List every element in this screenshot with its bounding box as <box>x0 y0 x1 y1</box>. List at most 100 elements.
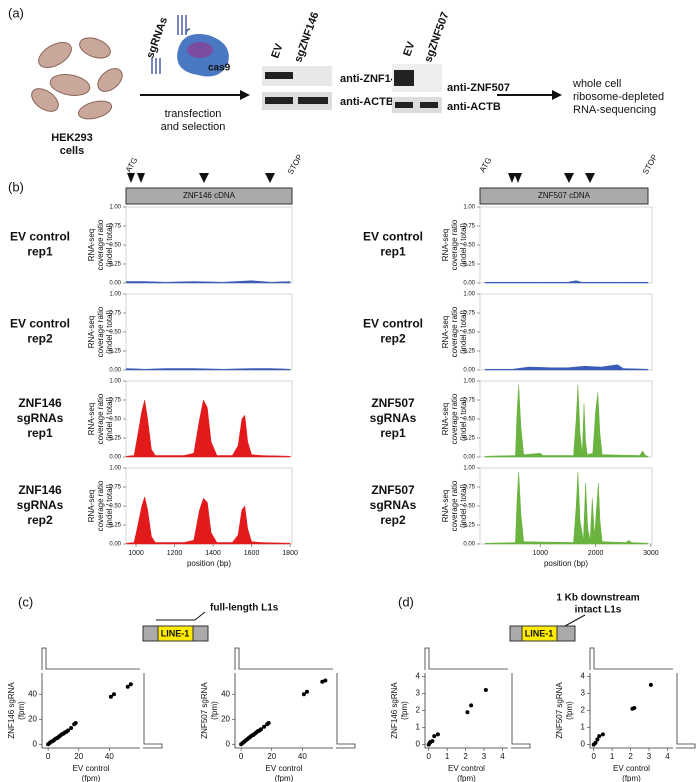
x-axis-label: position (bp) <box>187 559 231 568</box>
row-label: ZNF507 <box>371 483 415 497</box>
y-tick-label: 0 <box>226 739 231 748</box>
y-tick-label: 1 <box>416 723 421 732</box>
y-tick-label: 1.00 <box>109 292 121 298</box>
point <box>323 678 328 683</box>
y-tick-label: 0.75 <box>109 485 121 491</box>
y-tick-label: 0.25 <box>463 436 475 442</box>
x-axis-label: EV control <box>266 764 303 773</box>
plot-frame <box>125 206 293 284</box>
y-tick-label: 0.00 <box>109 455 121 461</box>
x-tick-label: 0 <box>591 752 596 761</box>
step-label: transfection <box>165 108 222 120</box>
x-tick-label: 20 <box>267 752 276 761</box>
y-axis-label: coverage ratio <box>450 393 459 444</box>
y-axis-label: coverage ratio <box>96 393 105 444</box>
sgrna-label: sgRNAs <box>144 16 170 60</box>
y-tick-label: 0.25 <box>109 262 121 268</box>
point <box>320 679 325 684</box>
row-label: ZNF146 <box>18 396 62 410</box>
y-tick-label: 1.00 <box>109 379 121 385</box>
gene-diagram <box>125 173 649 205</box>
y-axis-label: RNA-seq <box>441 490 450 522</box>
antibody-label: anti-ACTB <box>447 101 501 113</box>
point <box>66 728 71 733</box>
step-label: and selection <box>161 121 226 133</box>
y-tick-label: 3 <box>416 689 421 698</box>
marginal-top <box>589 647 673 670</box>
y-tick-label: 0.75 <box>463 224 475 230</box>
y-axis-label: (indel / total) <box>105 397 114 441</box>
y-tick-label: 1 <box>581 723 586 732</box>
element-label: LINE-1 <box>161 628 190 638</box>
annotation: 1 Kb downstream <box>556 593 639 604</box>
y-axis-label: ZNF146 sgRNA <box>390 682 399 739</box>
y-axis-label: ZNF146 sgRNA <box>7 682 16 739</box>
row-label: EV control <box>10 230 70 244</box>
y-tick-label: 0.50 <box>463 243 475 249</box>
element-label: LINE-1 <box>525 628 554 638</box>
plot-frame <box>479 380 653 458</box>
coverage-area <box>484 280 649 284</box>
y-tick-label: 0.00 <box>109 542 121 548</box>
y-tick-label: 1.00 <box>109 205 121 211</box>
point <box>111 692 116 697</box>
y-axis-label: (indel / total) <box>459 397 468 441</box>
y-tick-label: 0.50 <box>463 417 475 423</box>
marginal-right <box>676 673 696 749</box>
y-tick-label: 0 <box>33 739 38 748</box>
x-axis-label: position (bp) <box>544 559 588 568</box>
x-axis-label: EV control <box>613 764 650 773</box>
point <box>648 682 653 687</box>
blot <box>392 64 442 113</box>
row-label: ZNF146 <box>18 483 62 497</box>
y-tick-label: 0.00 <box>463 455 475 461</box>
row-label: rep1 <box>27 426 53 440</box>
x-axis-label: EV control <box>448 764 485 773</box>
x-axis-label: EV control <box>73 764 110 773</box>
y-axis-label: coverage ratio <box>96 219 105 270</box>
y-axis-label: coverage ratio <box>96 480 105 531</box>
antibody-label: anti-ACTB <box>340 96 394 108</box>
x-tick-label: 1400 <box>205 550 221 557</box>
row-label: rep1 <box>27 245 53 259</box>
y-axis-label: (indel / total) <box>459 310 468 354</box>
gene-start: ATG <box>124 156 140 174</box>
point <box>304 689 309 694</box>
panel-label: (a) <box>8 5 24 20</box>
marginal-top <box>424 647 508 670</box>
x-tick-label: 4 <box>500 752 505 761</box>
x-tick-label: 1000 <box>128 550 144 557</box>
panel-label: (c) <box>18 594 33 609</box>
axes <box>234 673 333 749</box>
row-label: rep2 <box>27 513 53 527</box>
x-axis-label: (fpm) <box>622 774 641 782</box>
coverage-area <box>126 280 291 284</box>
x-tick-label: 3 <box>482 752 487 761</box>
x-tick-label: 0 <box>46 752 51 761</box>
arrow <box>140 90 250 100</box>
point <box>125 684 130 689</box>
line1-diagram <box>142 611 209 642</box>
y-axis-label: (indel / total) <box>459 484 468 528</box>
y-tick-label: 0 <box>581 740 586 749</box>
y-tick-label: 0.25 <box>109 349 121 355</box>
arrow <box>497 90 562 100</box>
coverage-area <box>484 364 649 371</box>
row-label: EV control <box>363 230 423 244</box>
y-axis-label: (indel / total) <box>105 310 114 354</box>
point <box>435 732 440 737</box>
x-axis-label: (fpm) <box>457 774 476 782</box>
point <box>73 721 78 725</box>
coverage-area <box>126 495 291 545</box>
y-tick-label: 0.50 <box>109 330 121 336</box>
y-axis-label: RNA-seq <box>441 403 450 435</box>
point <box>465 710 470 715</box>
x-tick-label: 40 <box>298 752 307 761</box>
point <box>483 688 488 693</box>
antibody-label: anti-ZNF146 <box>340 73 403 85</box>
x-tick-label: 3000 <box>643 550 659 557</box>
y-tick-label: 0.50 <box>109 417 121 423</box>
row-label: EV control <box>363 317 423 331</box>
plot-frame <box>479 467 653 545</box>
